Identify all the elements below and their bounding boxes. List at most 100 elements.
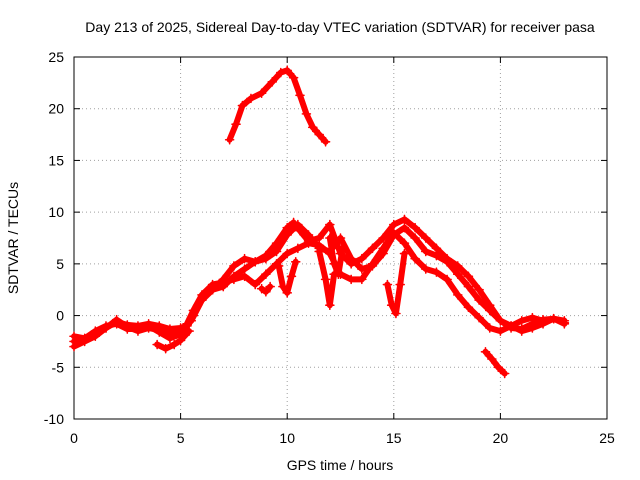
data-point bbox=[337, 243, 348, 254]
x-tick-label: 20 bbox=[493, 430, 509, 446]
data-point bbox=[229, 261, 239, 271]
data-point bbox=[224, 134, 235, 145]
data-point bbox=[69, 341, 79, 352]
data-point bbox=[399, 238, 410, 248]
data-point bbox=[160, 343, 171, 354]
series-dip-f bbox=[382, 248, 410, 319]
data-point bbox=[295, 90, 305, 101]
data-point bbox=[286, 271, 297, 282]
series-band bbox=[326, 235, 346, 278]
data-point bbox=[367, 259, 378, 269]
series-dip-c bbox=[273, 256, 301, 298]
data-point bbox=[301, 109, 312, 119]
data-point bbox=[261, 269, 271, 279]
data-point bbox=[499, 368, 510, 379]
data-point bbox=[79, 333, 90, 344]
data-point bbox=[267, 77, 278, 87]
series-arc-upper bbox=[224, 65, 331, 147]
data-point bbox=[346, 274, 356, 285]
data-point bbox=[463, 302, 474, 313]
data-point bbox=[442, 274, 452, 285]
data-point bbox=[474, 312, 484, 323]
data-point bbox=[290, 256, 301, 267]
data-point bbox=[320, 274, 331, 285]
data-point bbox=[559, 318, 570, 328]
y-tick-label: 0 bbox=[56, 308, 64, 324]
data-point bbox=[218, 277, 229, 288]
data-point bbox=[325, 233, 335, 243]
data-point bbox=[325, 219, 335, 230]
data-point bbox=[303, 238, 314, 248]
data-point bbox=[442, 256, 452, 267]
data-point bbox=[474, 284, 484, 295]
data-point bbox=[410, 222, 420, 233]
data-point bbox=[395, 279, 405, 290]
data-point bbox=[357, 264, 367, 274]
data-point bbox=[410, 253, 420, 264]
data-point bbox=[484, 305, 495, 316]
data-point bbox=[367, 243, 378, 254]
x-tick-label: 10 bbox=[279, 430, 295, 446]
data-point bbox=[463, 271, 474, 282]
data-point bbox=[152, 339, 162, 350]
axis-ticks bbox=[73, 56, 608, 420]
data-point bbox=[389, 219, 399, 230]
data-point bbox=[184, 326, 194, 336]
data-point bbox=[386, 300, 397, 311]
data-point bbox=[487, 354, 497, 364]
data-point bbox=[480, 346, 491, 357]
data-point bbox=[329, 259, 339, 269]
data-point bbox=[133, 324, 143, 334]
y-tick-label: -5 bbox=[52, 359, 65, 375]
data-point bbox=[261, 253, 271, 264]
data-point bbox=[548, 313, 559, 324]
series-band bbox=[316, 248, 338, 309]
data-point bbox=[431, 267, 442, 277]
data-point bbox=[452, 290, 463, 300]
data-point bbox=[265, 281, 275, 292]
series-band bbox=[226, 67, 329, 145]
data-point bbox=[231, 119, 241, 130]
series-dip-e bbox=[325, 233, 348, 279]
data-point bbox=[282, 288, 292, 298]
data-point bbox=[463, 281, 474, 292]
x-tick-labels: 0 5 10 15 20 25 bbox=[70, 430, 615, 446]
data-point bbox=[303, 230, 314, 240]
y-tick-label: 25 bbox=[48, 49, 64, 65]
data-point bbox=[389, 228, 399, 238]
data-point bbox=[271, 246, 282, 257]
data-point bbox=[229, 274, 239, 285]
data-point bbox=[527, 312, 538, 323]
data-point bbox=[333, 269, 344, 279]
data-point bbox=[250, 256, 261, 267]
data-point bbox=[122, 324, 133, 334]
data-point bbox=[420, 233, 431, 243]
y-tick-label: 10 bbox=[48, 204, 64, 220]
data-point bbox=[452, 261, 463, 271]
data-point bbox=[378, 243, 388, 254]
data-point bbox=[288, 72, 299, 83]
data-point bbox=[250, 279, 261, 290]
x-tick-label: 25 bbox=[599, 430, 615, 446]
data-point bbox=[538, 315, 548, 326]
y-tick-label: 20 bbox=[48, 101, 64, 117]
data-point bbox=[207, 279, 218, 290]
data-point bbox=[143, 321, 154, 331]
y-axis-label: SDTVAR / TECUs bbox=[5, 182, 21, 294]
data-point bbox=[154, 327, 165, 337]
data-point bbox=[165, 333, 175, 344]
data-point bbox=[175, 335, 186, 346]
x-tick-label: 0 bbox=[70, 430, 78, 446]
data-point bbox=[293, 243, 303, 254]
data-point bbox=[493, 362, 504, 373]
data-point bbox=[484, 323, 495, 333]
data-point bbox=[197, 290, 207, 300]
y-tick-labels: -10 -5 0 5 10 15 20 25 bbox=[44, 49, 64, 427]
data-point bbox=[399, 214, 410, 225]
data-point bbox=[431, 250, 442, 261]
y-tick-label: 15 bbox=[48, 152, 64, 168]
data-point bbox=[516, 326, 527, 336]
data-point bbox=[282, 65, 292, 76]
data-point bbox=[276, 67, 286, 78]
data-point bbox=[357, 274, 367, 285]
